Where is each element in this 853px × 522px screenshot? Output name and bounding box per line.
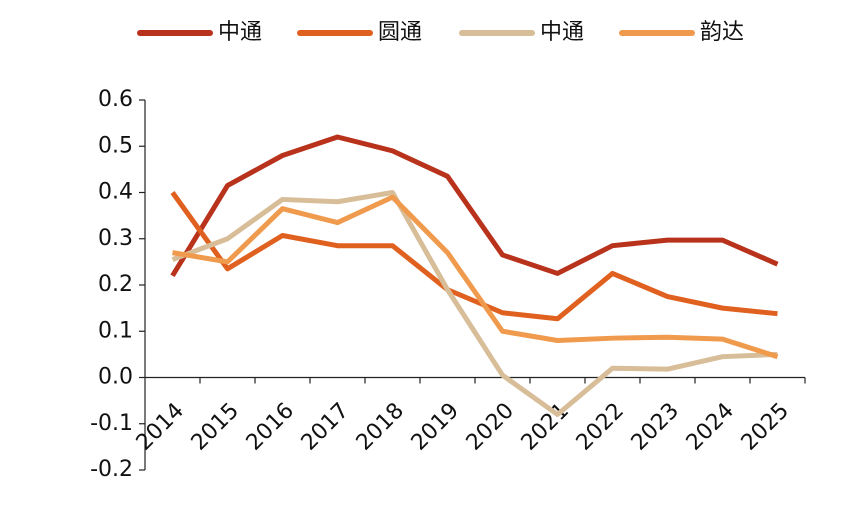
- x-tick-label: 2022: [572, 398, 629, 455]
- y-tick-label: -0.1: [90, 411, 133, 436]
- legend-label: 圆通: [378, 20, 422, 45]
- x-tick-label: 2019: [407, 398, 464, 455]
- line-series: [171, 190, 778, 417]
- x-tick-label: 2016: [242, 398, 299, 455]
- line-series: [172, 194, 779, 360]
- legend-label: 中通: [218, 20, 262, 45]
- line-series: [170, 134, 779, 278]
- y-tick-label: 0.4: [98, 180, 133, 205]
- x-tick-label: 2017: [297, 398, 354, 455]
- y-tick-label: 0.6: [98, 87, 133, 112]
- y-tick-label: -0.2: [90, 457, 133, 482]
- y-tick-label: 0.2: [98, 272, 133, 297]
- x-tick-label: 2023: [627, 398, 684, 455]
- x-tick-label: 2020: [462, 398, 519, 455]
- line-series: [170, 191, 778, 322]
- legend-label: 韵达: [700, 20, 744, 45]
- y-tick-label: 0.0: [98, 365, 133, 390]
- y-tick-label: 0.1: [98, 318, 133, 343]
- x-tick-label: 2025: [737, 398, 794, 455]
- x-tick-label: 2015: [187, 398, 244, 455]
- x-tick-label: 2024: [682, 398, 739, 455]
- y-tick-label: 0.3: [98, 226, 133, 251]
- x-tick-label: 2018: [352, 398, 409, 455]
- legend-label: 中通: [540, 20, 584, 45]
- y-tick-label: 0.5: [98, 133, 133, 158]
- x-tick-label: 2014: [132, 398, 189, 455]
